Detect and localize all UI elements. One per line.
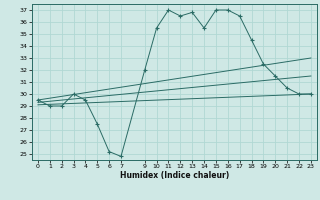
X-axis label: Humidex (Indice chaleur): Humidex (Indice chaleur) <box>120 171 229 180</box>
